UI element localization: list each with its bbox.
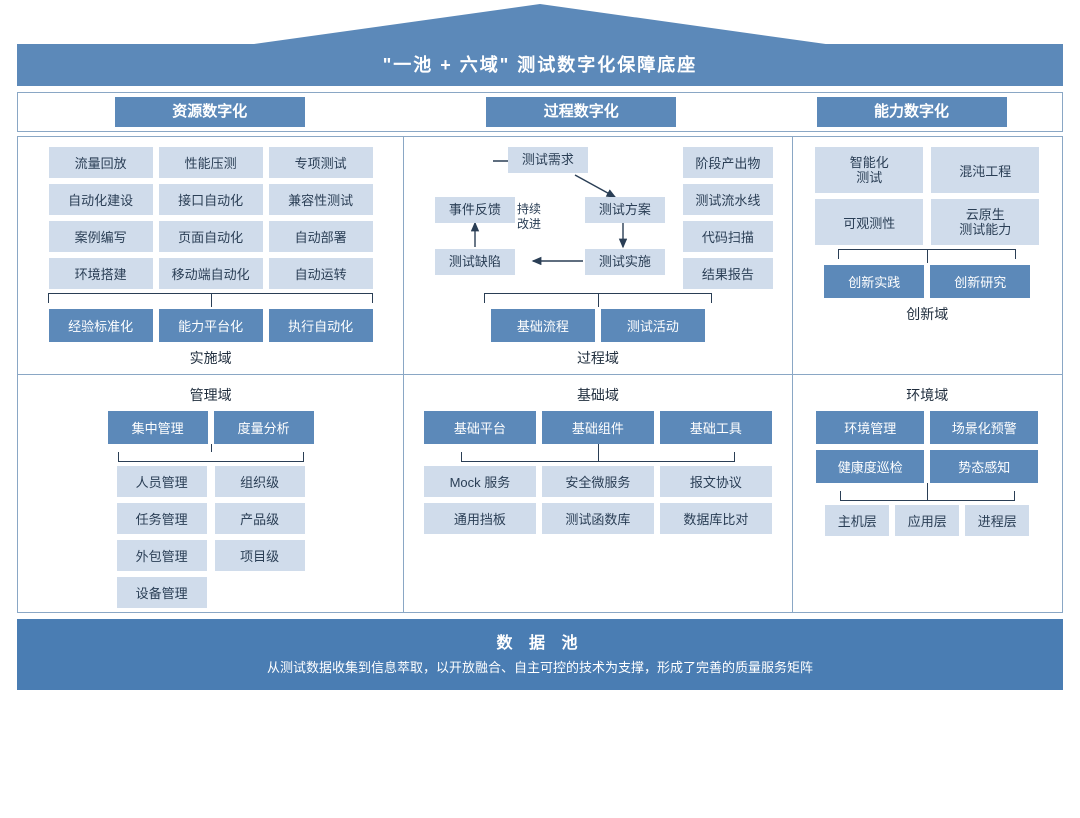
tab-process: 过程数字化 [486, 97, 676, 127]
roof-triangle [240, 4, 840, 46]
mgmt-item: 产品级 [215, 503, 305, 534]
base-item: Mock 服务 [424, 466, 536, 497]
domain-management: 管理域 集中管理 度量分析 人员管理 任务管理 外包管理 设备管理 [18, 375, 404, 612]
pool-subtitle: 从测试数据收集到信息萃取，以开放融合、自主可控的技术为支撑，形成了完善的质量服务… [25, 657, 1055, 676]
base-tag: 基础平台 [424, 411, 536, 444]
connector [468, 293, 728, 309]
base-item: 测试函数库 [542, 503, 654, 534]
cycle-node: 测试实施 [585, 249, 665, 275]
connector [26, 293, 395, 309]
impl-item: 自动运转 [269, 258, 373, 289]
base-tag: 基础工具 [660, 411, 772, 444]
env-tag: 势态感知 [930, 450, 1038, 483]
domain-title-mgmt: 管理域 [190, 385, 232, 405]
mgmt-item: 设备管理 [117, 577, 207, 608]
mgmt-item: 外包管理 [117, 540, 207, 571]
process-tag: 测试活动 [601, 309, 705, 342]
env-item: 主机层 [825, 505, 889, 536]
impl-item: 页面自动化 [159, 221, 263, 252]
impl-item: 移动端自动化 [159, 258, 263, 289]
process-side-item: 结果报告 [683, 258, 773, 289]
innov-item: 可观测性 [815, 199, 923, 245]
mgmt-item: 人员管理 [117, 466, 207, 497]
process-side-item: 代码扫描 [683, 221, 773, 252]
process-side-item: 阶段产出物 [683, 147, 773, 178]
cycle-node: 测试缺陷 [435, 249, 515, 275]
impl-tag: 能力平台化 [159, 309, 263, 342]
innov-item: 混沌工程 [931, 147, 1039, 193]
mgmt-tag: 度量分析 [214, 411, 314, 444]
base-item: 通用挡板 [424, 503, 536, 534]
base-item: 数据库比对 [660, 503, 772, 534]
domain-process: 测试需求 测试方案 测试实施 测试缺陷 事件反馈 持续改进 阶段产出物 测试流水… [404, 137, 792, 374]
domain-foundation: 基础域 基础平台 基础组件 基础工具 Mock 服务 安全微服务 报文协议 通用… [404, 375, 792, 612]
mgmt-item: 任务管理 [117, 503, 207, 534]
process-cycle: 测试需求 测试方案 测试实施 测试缺陷 事件反馈 持续改进 [423, 147, 673, 283]
impl-item: 专项测试 [269, 147, 373, 178]
connector [435, 444, 762, 462]
base-item: 报文协议 [660, 466, 772, 497]
data-pool: 数 据 池 从测试数据收集到信息萃取，以开放融合、自主可控的技术为支撑，形成了完… [17, 619, 1063, 690]
env-item: 应用层 [895, 505, 959, 536]
six-domain-grid: 流量回放 性能压测 专项测试 自动化建设 接口自动化 兼容性测试 案例编写 页面… [17, 136, 1063, 613]
impl-item: 性能压测 [159, 147, 263, 178]
domain-title-impl: 实施域 [190, 348, 232, 368]
impl-tag: 经验标准化 [49, 309, 153, 342]
domain-title-env: 环境域 [906, 385, 948, 405]
base-item: 安全微服务 [542, 466, 654, 497]
mgmt-tag: 集中管理 [108, 411, 208, 444]
domain-environment: 环境域 环境管理 场景化预警 健康度巡检 势态感知 主机层 应用层 进程层 [793, 375, 1062, 612]
impl-item: 兼容性测试 [269, 184, 373, 215]
impl-item: 自动部署 [269, 221, 373, 252]
impl-item: 环境搭建 [49, 258, 153, 289]
domain-title-base: 基础域 [577, 385, 619, 405]
innov-tag: 创新实践 [824, 265, 924, 298]
connector [823, 483, 1031, 501]
domain-title-innov: 创新域 [906, 304, 948, 324]
cycle-center: 持续改进 [517, 202, 541, 232]
impl-item: 接口自动化 [159, 184, 263, 215]
process-side-item: 测试流水线 [683, 184, 773, 215]
connector [100, 444, 322, 462]
tab-capability: 能力数字化 [817, 97, 1007, 127]
tabs-container: 资源数字化 过程数字化 能力数字化 [17, 92, 1063, 132]
impl-item: 案例编写 [49, 221, 153, 252]
roof-title: "一池 + 六域" 测试数字化保障底座 [17, 44, 1063, 86]
connector [826, 249, 1029, 265]
domain-implementation: 流量回放 性能压测 专项测试 自动化建设 接口自动化 兼容性测试 案例编写 页面… [18, 137, 404, 374]
cycle-node: 测试方案 [585, 197, 665, 223]
mgmt-item: 项目级 [215, 540, 305, 571]
impl-item: 自动化建设 [49, 184, 153, 215]
env-tag: 场景化预警 [930, 411, 1038, 444]
innov-item: 云原生 测试能力 [931, 199, 1039, 245]
innov-item: 智能化 测试 [815, 147, 923, 193]
roof: "一池 + 六域" 测试数字化保障底座 [5, 4, 1075, 86]
impl-item: 流量回放 [49, 147, 153, 178]
domain-innovation: 智能化 测试 可观测性 混沌工程 云原生 测试能力 创新实践 创新研究 [793, 137, 1062, 374]
pool-title: 数 据 池 [25, 629, 1055, 653]
cycle-node: 事件反馈 [435, 197, 515, 223]
innov-tag: 创新研究 [930, 265, 1030, 298]
cycle-node: 测试需求 [508, 147, 588, 173]
process-tag: 基础流程 [491, 309, 595, 342]
env-tag: 健康度巡检 [816, 450, 924, 483]
base-tag: 基础组件 [542, 411, 654, 444]
env-tag: 环境管理 [816, 411, 924, 444]
domain-title-process: 过程域 [577, 348, 619, 368]
tab-resource: 资源数字化 [115, 97, 305, 127]
mgmt-item: 组织级 [215, 466, 305, 497]
impl-tag: 执行自动化 [269, 309, 373, 342]
env-item: 进程层 [965, 505, 1029, 536]
